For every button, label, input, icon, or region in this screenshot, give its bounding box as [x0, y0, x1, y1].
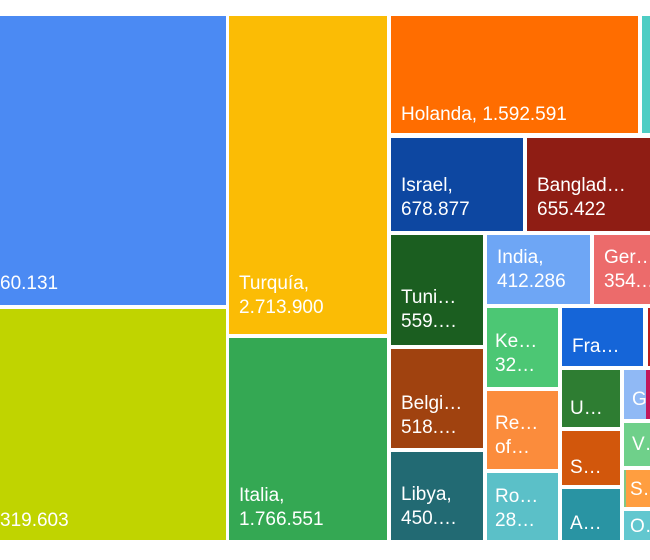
treemap-tile: Israel, 678.877	[391, 138, 523, 231]
treemap-tile-label: Ger… 354.…	[604, 247, 650, 292]
treemap-tile: Fra…	[562, 308, 643, 366]
treemap-tile: Turquía, 2.713.900	[229, 16, 387, 334]
treemap-tile-edge	[642, 16, 650, 133]
treemap-tile: G…	[624, 370, 650, 419]
treemap-tile-edge	[648, 308, 650, 366]
treemap-tile-label: Turquía, 2.713.900	[239, 273, 324, 318]
treemap-tile-label: Tuni… 559.…	[401, 287, 457, 332]
treemap-tile: 319.603	[0, 309, 226, 540]
treemap-tile: Italia, 1.766.551	[229, 338, 387, 540]
treemap-tile-label: G…	[632, 389, 650, 410]
treemap-tile: A…	[562, 489, 620, 540]
treemap-tile: O…	[624, 511, 650, 540]
treemap-tile: Re… of…	[487, 391, 558, 469]
treemap-tile-edge	[624, 470, 626, 507]
treemap-tile-label: 319.603	[0, 510, 69, 531]
treemap-tile-label: Libya, 450.…	[401, 484, 457, 529]
treemap-tile-label: Belgi… 518.…	[401, 393, 463, 438]
treemap-tile-label: Israel, 678.877	[401, 175, 470, 220]
treemap-tile-edge	[646, 370, 650, 419]
treemap-tile: Ke… 32…	[487, 308, 558, 387]
treemap-tile-label: A…	[570, 513, 602, 534]
treemap-tile-label: India, 412.286	[497, 247, 566, 292]
treemap-tile-label: Fra…	[572, 336, 620, 357]
treemap-tile: V…	[624, 423, 650, 466]
treemap-tile: Tuni… 559.…	[391, 235, 483, 345]
treemap-tile-label: Re… of…	[495, 413, 539, 458]
treemap-tile-label: S…	[570, 457, 602, 478]
treemap-tile-label: Ke… 32…	[495, 331, 538, 376]
treemap-tile-label: Italia, 1.766.551	[239, 485, 324, 530]
treemap-tile: S…	[624, 470, 650, 507]
treemap-tile: S…	[562, 431, 620, 485]
treemap-tile: Libya, 450.…	[391, 452, 483, 540]
treemap-tile-label: S…	[630, 479, 650, 500]
treemap-tile: Ger… 354.…	[594, 235, 650, 304]
treemap-tile: Ro… 28…	[487, 473, 558, 540]
treemap-tile-label: 60.131	[0, 273, 59, 294]
treemap-tile-label: O…	[630, 516, 650, 537]
treemap-tile: 60.131	[0, 16, 226, 305]
treemap-tile: U…	[562, 370, 620, 427]
treemap-tile: Belgi… 518.…	[391, 349, 483, 448]
treemap-tile-label: Banglad… 655.422	[537, 175, 626, 220]
treemap-tile: Holanda, 1.592.591	[391, 16, 638, 133]
treemap-tile-label: U…	[570, 398, 603, 419]
treemap-tile-label: V…	[632, 434, 650, 455]
treemap-tile-label: Ro… 28…	[495, 486, 539, 531]
treemap-tile: Banglad… 655.422	[527, 138, 650, 231]
treemap-tile: India, 412.286	[487, 235, 590, 304]
treemap-tile-label: Holanda, 1.592.591	[401, 104, 567, 125]
